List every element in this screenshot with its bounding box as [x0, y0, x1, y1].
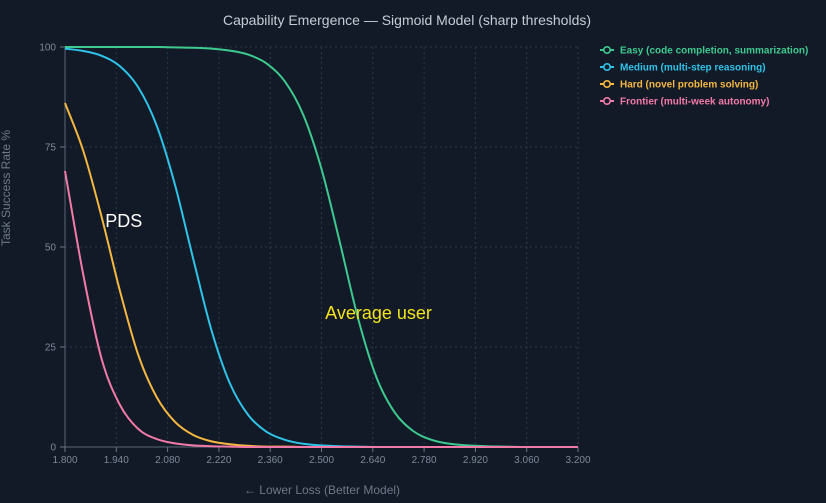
x-axis-title: ← Lower Loss (Better Model) [244, 483, 400, 497]
y-tick-label: 0 [50, 443, 56, 454]
legend-marker [602, 97, 611, 106]
legend-marker [602, 45, 611, 54]
y-tick-label: 75 [45, 143, 57, 154]
annotation-label: Average user [325, 303, 432, 323]
legend[interactable]: Easy (code completion, summarization) Med… [600, 46, 808, 108]
legend-marker [602, 62, 611, 71]
legend-marker [602, 80, 611, 89]
x-tick-label: 1.940 [104, 455, 129, 466]
legend-item[interactable]: Easy (code completion, summarization) [600, 46, 808, 57]
legend-item[interactable]: Frontier (multi-week autonomy) [600, 97, 769, 108]
legend-label: Medium (multi-step reasoning) [620, 63, 766, 74]
legend-label: Frontier (multi-week autonomy) [620, 97, 769, 108]
x-tick-label: 3.200 [565, 455, 590, 466]
x-tick-label: 3.060 [514, 455, 539, 466]
x-tick-label: 2.220 [206, 455, 231, 466]
x-tick-label: 2.780 [412, 455, 437, 466]
x-tick-label: 1.800 [52, 455, 77, 466]
x-tick-label: 2.500 [309, 455, 334, 466]
y-axis-title: Task Success Rate % [0, 130, 13, 246]
legend-label: Hard (novel problem solving) [620, 80, 758, 91]
annotation-label: PDS [105, 211, 142, 231]
x-tick-label: 2.920 [463, 455, 488, 466]
x-tick-label: 2.360 [258, 455, 283, 466]
y-tick-label: 100 [39, 43, 56, 54]
x-tick-label: 2.080 [155, 455, 180, 466]
legend-item[interactable]: Medium (multi-step reasoning) [600, 63, 766, 74]
annotations: PDS Average user [105, 211, 432, 323]
y-tick-label: 50 [45, 243, 57, 254]
chart-title: Capability Emergence — Sigmoid Model (sh… [223, 12, 591, 28]
x-tick-label: 2.640 [360, 455, 385, 466]
legend-label: Easy (code completion, summarization) [620, 46, 808, 57]
series-group [64, 46, 578, 448]
series-line-4 [64, 170, 578, 448]
legend-item[interactable]: Hard (novel problem solving) [600, 80, 758, 91]
y-tick-label: 25 [45, 343, 57, 354]
